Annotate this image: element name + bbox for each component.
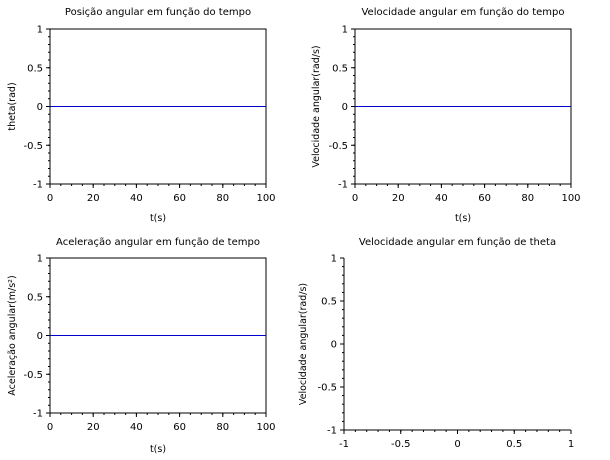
y-tick-label: 1 [37, 25, 43, 36]
y-axis-label: Velocidade angular(rad/s) [298, 283, 309, 405]
y-axis-label: theta(rad) [7, 82, 18, 130]
chart-title: Velocidade angular em função de theta [359, 237, 556, 248]
x-tick-label: 60 [173, 193, 186, 204]
chart-panel-2: Velocidade angular em função do tempo 1 0.… [311, 7, 581, 224]
x-tick-label: 40 [435, 193, 448, 204]
y-tick-label: -0.5 [328, 141, 348, 152]
y-tick-label: -1 [33, 180, 43, 191]
x-tick-label: 80 [216, 193, 229, 204]
x-tick-label: 20 [87, 422, 100, 433]
chart-title: Velocidade angular em função do tempo [361, 7, 564, 18]
y-tick-label: -0.5 [317, 383, 337, 394]
y-axis-label: Velocidade angular(rad/s) [311, 45, 322, 167]
y-tick-label: 0 [331, 340, 337, 351]
x-tick-label: 0 [47, 422, 53, 433]
x-tick-label: 100 [561, 193, 580, 204]
y-tick-label: 0.5 [27, 292, 43, 303]
chart-panel-3: Aceleração angular em função de tempo 1 0.… [7, 237, 276, 455]
y-tick-label: -0.5 [23, 370, 43, 381]
y-tick-label: -0.5 [23, 141, 43, 152]
y-tick-label: 0.5 [321, 297, 337, 308]
x-tick-label: 1 [568, 439, 574, 450]
x-tick-label: 0 [47, 193, 53, 204]
x-tick-label: 80 [521, 193, 534, 204]
chart-panel-4: Velocidade angular em função de theta 1 0.… [298, 237, 574, 450]
x-tick-label: 40 [130, 422, 143, 433]
y-axis-label: Aceleração angular(m/s²) [7, 275, 18, 395]
x-tick-label: 60 [478, 193, 491, 204]
x-axis-label: t(s) [150, 213, 166, 224]
x-tick-label: 60 [173, 422, 186, 433]
chart-panel-1: Posição angular em função do tempo10.50-… [7, 7, 276, 224]
x-axis-label: t(s) [455, 213, 471, 224]
x-tick-label: 0 [352, 193, 358, 204]
x-tick-label: -1 [339, 439, 349, 450]
x-axis-label: t(s) [150, 444, 166, 455]
x-tick-label: 20 [392, 193, 405, 204]
x-tick-label: 20 [87, 193, 100, 204]
y-tick-label: 0 [37, 102, 43, 113]
y-tick-label: 1 [331, 254, 337, 265]
chart-title: Aceleração angular em função de tempo [56, 237, 260, 248]
y-tick-label: -1 [338, 180, 348, 191]
x-tick-label: 80 [216, 422, 229, 433]
x-tick-label: 100 [256, 193, 275, 204]
y-tick-label: 0 [37, 331, 43, 342]
y-tick-label: 0.5 [332, 63, 348, 74]
x-tick-label: 0.5 [506, 439, 522, 450]
x-tick-label: 0 [454, 439, 460, 450]
y-tick-label: -1 [327, 426, 337, 437]
y-tick-label: 0 [342, 102, 348, 113]
y-tick-label: -1 [33, 409, 43, 420]
y-tick-label: 0.5 [27, 63, 43, 74]
x-tick-label: -0.5 [391, 439, 411, 450]
chart-title: Posição angular em função do tempo [65, 7, 251, 18]
x-tick-label: 100 [256, 422, 275, 433]
x-tick-label: 40 [130, 193, 143, 204]
y-tick-label: 1 [37, 254, 43, 265]
y-tick-label: 1 [342, 25, 348, 36]
